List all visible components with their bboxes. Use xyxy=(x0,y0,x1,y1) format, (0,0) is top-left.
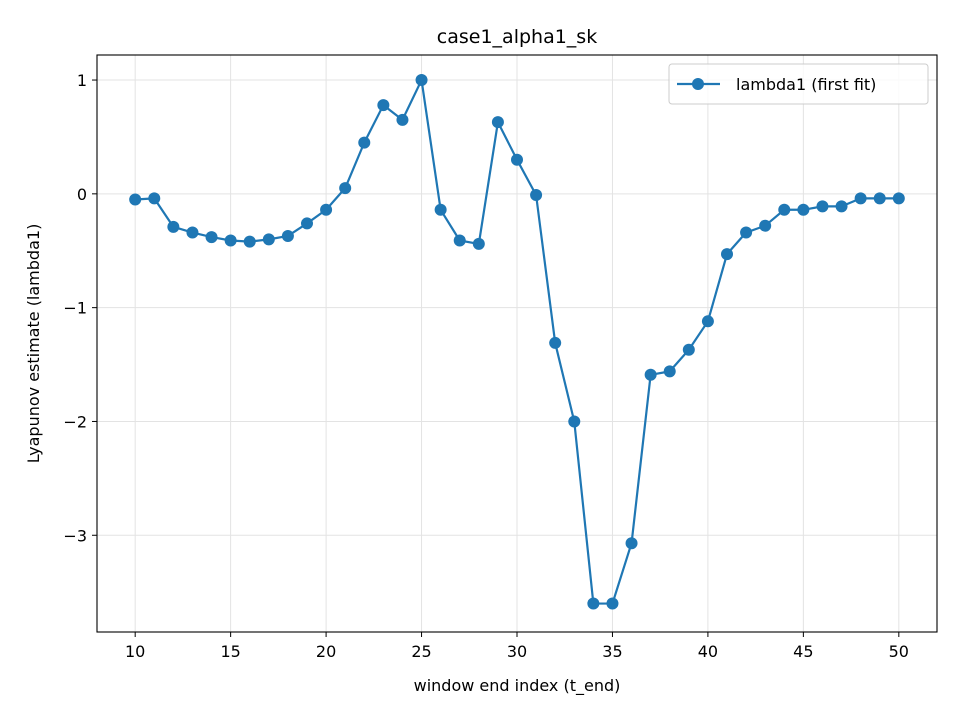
y-axis: 1 0 −1 −2 −3 xyxy=(63,71,97,545)
data-point xyxy=(320,203,333,216)
data-point xyxy=(434,203,447,216)
data-point xyxy=(377,99,390,112)
x-tick-label: 40 xyxy=(698,642,718,661)
data-point xyxy=(873,192,886,205)
data-point xyxy=(663,365,676,378)
data-point xyxy=(453,234,466,247)
data-point xyxy=(396,113,409,126)
data-point xyxy=(186,226,199,239)
data-point xyxy=(854,192,867,205)
data-point xyxy=(606,597,619,610)
data-point xyxy=(644,368,657,381)
data-point xyxy=(587,597,600,610)
data-point xyxy=(224,234,237,247)
data-point xyxy=(301,217,313,230)
data-point xyxy=(625,537,638,550)
data-point xyxy=(797,203,810,216)
data-point xyxy=(281,229,294,242)
y-tick-label: −3 xyxy=(63,526,87,545)
data-point xyxy=(511,153,523,166)
grid xyxy=(97,55,937,632)
x-tick-label: 15 xyxy=(220,642,240,661)
legend-marker xyxy=(692,78,704,90)
data-point xyxy=(205,231,218,244)
data-point xyxy=(358,136,371,149)
data-point xyxy=(892,192,905,205)
data-point xyxy=(835,200,848,213)
legend-box xyxy=(668,63,929,105)
series-layer xyxy=(129,74,905,610)
data-point xyxy=(568,415,581,428)
data-point xyxy=(339,182,352,195)
x-axis: 10 15 20 25 30 35 40 45 50 xyxy=(125,632,909,661)
data-point xyxy=(740,226,753,239)
y-tick-label: 0 xyxy=(77,185,87,204)
data-point xyxy=(262,233,275,246)
y-tick-label: −1 xyxy=(63,299,87,318)
y-tick-label: 1 xyxy=(77,71,87,90)
x-tick-label: 25 xyxy=(411,642,431,661)
legend-entry-label: lambda1 (first fit) xyxy=(736,75,876,94)
data-point xyxy=(701,315,714,328)
x-tick-label: 20 xyxy=(316,642,336,661)
data-point xyxy=(682,343,695,356)
y-tick-label: −2 xyxy=(63,412,87,431)
data-point xyxy=(148,192,161,205)
data-point xyxy=(549,336,562,349)
data-point xyxy=(778,203,791,216)
x-tick-label: 10 xyxy=(125,642,145,661)
x-tick-label: 35 xyxy=(602,642,622,661)
data-point xyxy=(530,188,543,201)
legend: lambda1 (first fit) xyxy=(668,63,929,105)
data-point xyxy=(491,116,504,129)
x-tick-label: 30 xyxy=(507,642,527,661)
chart-title: case1_alpha1_sk xyxy=(437,26,597,48)
data-point xyxy=(129,193,142,206)
data-point xyxy=(472,237,485,250)
y-axis-label: Lyapunov estimate (lambda1) xyxy=(24,224,43,464)
x-axis-label: window end index (t_end) xyxy=(414,676,621,696)
data-point xyxy=(759,219,772,232)
data-point xyxy=(167,220,180,233)
data-point xyxy=(415,74,428,87)
data-point xyxy=(721,248,733,261)
x-tick-label: 50 xyxy=(889,642,909,661)
data-point xyxy=(816,200,829,213)
data-point xyxy=(243,235,256,248)
x-tick-label: 45 xyxy=(793,642,813,661)
